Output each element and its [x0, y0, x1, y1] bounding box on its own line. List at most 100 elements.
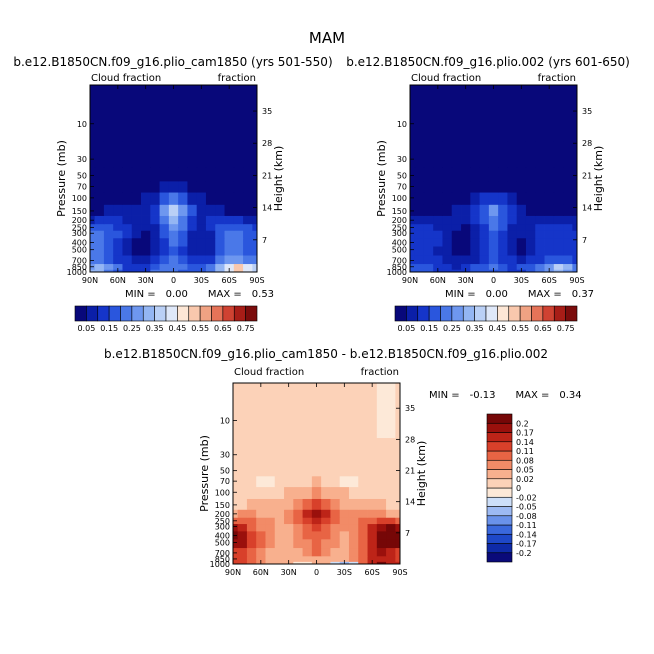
field-cell: [293, 517, 303, 525]
field-cell: [386, 509, 396, 518]
field-cell: [196, 237, 207, 247]
field-cell: [274, 462, 285, 477]
field-cell: [293, 523, 303, 532]
field-cell: [187, 255, 198, 265]
height-tick-label: 7: [405, 529, 410, 538]
field-cell: [243, 246, 253, 256]
field-cell: [122, 246, 133, 256]
field-cell: [376, 437, 387, 464]
field-cell: [284, 517, 294, 525]
field-cell: [498, 204, 508, 216]
colorbar-label: 0.05: [77, 324, 95, 333]
field-cell: [553, 269, 564, 273]
field-cell: [516, 255, 527, 265]
field-cell: [141, 192, 151, 205]
field-cell: [311, 475, 322, 488]
field-cell: [516, 192, 527, 205]
field-cell: [339, 486, 350, 499]
y-tick-label: 250: [72, 223, 87, 232]
panel-title: b.e12.B1850CN.f09_g16.plio_cam1850 - b.e…: [104, 347, 548, 361]
field-cell: [516, 263, 527, 270]
field-cell: [168, 180, 179, 193]
field-cell: [488, 141, 499, 168]
field-cell: [488, 223, 499, 231]
spacer: [496, 390, 516, 401]
field-cell: [141, 215, 151, 225]
field-cell: [433, 141, 443, 168]
height-axis-title: Height (km): [592, 146, 605, 212]
colorbar-swatch: [199, 305, 212, 322]
height-tick-label: 7: [582, 236, 587, 245]
field-cell: [94, 263, 105, 270]
field-cell: [256, 462, 266, 477]
field-cell: [265, 462, 276, 477]
field-cell: [321, 561, 331, 565]
height-tick-label: 21: [405, 467, 415, 476]
field-cell: [113, 230, 123, 239]
field-cell: [159, 255, 170, 265]
field-cell: [103, 269, 114, 273]
field-cell: [293, 383, 303, 439]
field-cell: [525, 263, 536, 270]
field-cell: [433, 255, 443, 265]
field-cell: [563, 167, 573, 182]
colorbar-label: -0.11: [516, 521, 537, 530]
min-max-readout: MIN = -0.13 MAX = 0.34: [429, 390, 582, 401]
field-cell: [252, 204, 258, 216]
field-cell: [553, 230, 564, 239]
field-cell: [498, 192, 508, 205]
x-tick-label: 90S: [249, 276, 264, 285]
field-cell: [113, 255, 123, 265]
field-cell: [553, 192, 564, 205]
field-cell: [224, 85, 235, 142]
field-cell: [572, 192, 578, 205]
field-cell: [131, 215, 142, 225]
colorbar-label: -0.14: [516, 530, 537, 539]
field-cell: [395, 561, 401, 565]
field-cell: [339, 538, 350, 549]
field-cell: [488, 246, 499, 256]
field-cell: [321, 498, 331, 510]
field-cell: [224, 180, 235, 193]
field-cell: [122, 141, 133, 168]
field-cell: [237, 509, 248, 518]
colorbar-swatch: [462, 305, 475, 322]
field-cell: [150, 215, 160, 225]
field-cell: [451, 167, 462, 182]
field-cell: [488, 167, 499, 182]
colorbar-swatch: [165, 305, 178, 322]
field-cell: [451, 263, 462, 270]
field-cell: [256, 486, 266, 499]
field-label: Cloud fraction: [411, 73, 481, 84]
y-tick-label: 100: [215, 488, 230, 497]
field-cell: [544, 230, 555, 239]
field-cell: [233, 230, 244, 239]
colorbar-swatch: [519, 305, 532, 322]
field-cell: [168, 141, 179, 168]
field-cell: [414, 246, 425, 256]
y-tick-label: 500: [392, 246, 407, 255]
field-cell: [205, 85, 216, 142]
field-cell: [141, 204, 151, 216]
colorbar-swatch: [486, 459, 513, 470]
field-cell: [141, 237, 151, 247]
field-cell: [525, 141, 536, 168]
field-cell: [339, 547, 350, 557]
field-cell: [94, 141, 105, 168]
field-cell: [90, 246, 96, 256]
field-cell: [535, 204, 545, 216]
field-cell: [159, 223, 170, 231]
field-cell: [205, 246, 216, 256]
x-tick-label: 30N: [458, 276, 474, 285]
colorbar-label: 0.45: [488, 324, 506, 333]
x-tick-label: 60S: [222, 276, 237, 285]
field-cell: [433, 85, 443, 142]
field-cell: [461, 246, 471, 256]
field-cell: [442, 237, 453, 247]
min-value: 0.00: [166, 289, 188, 300]
field-cell: [386, 555, 396, 562]
field-cell: [237, 523, 248, 532]
field-cell: [395, 475, 401, 488]
field-cell: [159, 269, 170, 273]
